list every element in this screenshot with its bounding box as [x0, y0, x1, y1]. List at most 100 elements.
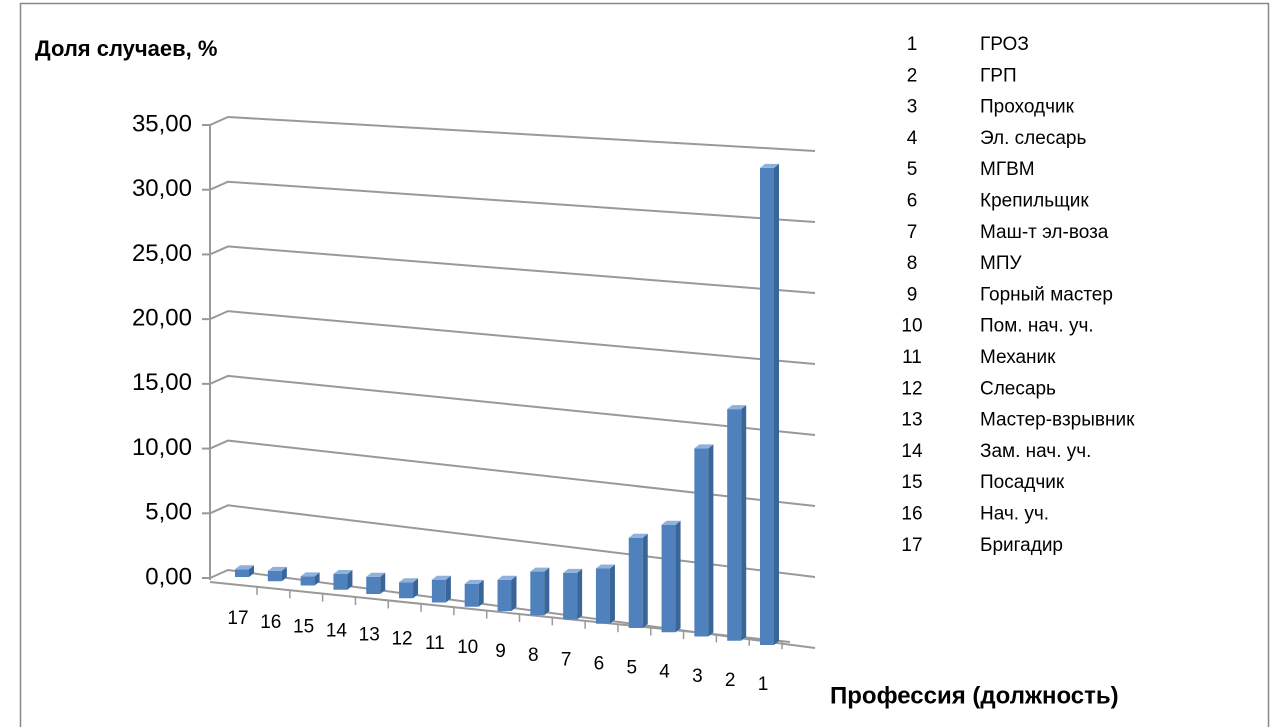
bar-side: [577, 568, 583, 620]
bar-side: [347, 569, 353, 590]
bar: [497, 575, 517, 611]
bar-side: [642, 533, 648, 628]
bar: [595, 564, 615, 624]
x-tick-label: 13: [359, 625, 380, 646]
bar-top: [694, 444, 714, 449]
bar-side: [445, 575, 451, 603]
legend-key: 1: [907, 34, 918, 55]
grid-line: [209, 245, 816, 294]
y-tick-label: 20,00: [132, 304, 192, 331]
bar: [694, 444, 714, 637]
bar-front: [366, 576, 381, 594]
x-tick-label: 15: [293, 616, 314, 637]
bar-top: [366, 572, 386, 577]
bar-side: [511, 575, 517, 611]
legend-key: 5: [907, 159, 918, 180]
legend-label: Механик: [980, 347, 1056, 368]
bar-front: [530, 571, 545, 616]
x-tick-label: 3: [692, 666, 703, 687]
legend-key: 10: [901, 316, 922, 337]
bar-side: [413, 578, 419, 599]
legend-key: 16: [901, 504, 922, 525]
x-axis: [209, 581, 791, 643]
legend-label: Слесарь: [980, 378, 1056, 399]
bar-front: [431, 579, 446, 603]
y-tick-label: 25,00: [132, 240, 192, 267]
legend-key: 14: [901, 441, 923, 462]
bar-top: [628, 533, 648, 538]
bar-top: [267, 566, 287, 571]
x-tick-label: 14: [326, 620, 348, 641]
bar: [366, 572, 386, 594]
bar-front: [267, 570, 282, 582]
bar-top: [300, 572, 320, 577]
bar-front: [563, 572, 578, 620]
y-tick-label: 10,00: [132, 434, 192, 461]
bar-side: [675, 520, 681, 633]
legend-label: Нач. уч.: [980, 504, 1049, 525]
legend-label: Крепильщик: [980, 191, 1089, 212]
x-tick-label: 9: [495, 641, 506, 662]
bar-side: [281, 566, 287, 582]
x-tick-label: 10: [457, 637, 478, 658]
grid-line: [209, 310, 816, 365]
bar-front: [628, 537, 643, 628]
bar-front: [760, 167, 774, 645]
legend-label: Бригадир: [980, 535, 1063, 556]
grid-line: [209, 374, 816, 436]
bar-side: [609, 564, 615, 624]
bar: [300, 572, 320, 586]
bar-front: [661, 524, 676, 633]
bar-top: [727, 405, 747, 410]
legend-key: 3: [907, 97, 918, 118]
y-tick-label: 0,00: [145, 563, 192, 590]
x-tick-label: 5: [626, 658, 637, 679]
legend-key: 12: [901, 378, 922, 399]
bar-side: [708, 444, 714, 637]
x-tick-label: 17: [227, 608, 248, 629]
grid-line: [209, 115, 816, 152]
bar-top: [235, 565, 254, 570]
bar: [333, 569, 353, 590]
bar-side: [741, 405, 747, 641]
bar: [431, 575, 451, 603]
legend-key: 2: [907, 65, 918, 86]
bar-top: [760, 163, 779, 168]
bar-front: [399, 582, 414, 599]
bar-front: [300, 576, 315, 586]
bar: [267, 566, 287, 582]
x-tick-label: 6: [594, 653, 605, 674]
bar-side: [544, 567, 550, 616]
bar-side: [314, 572, 320, 586]
legend-key: 7: [907, 222, 918, 243]
bar: [727, 405, 747, 641]
legend-label: Горный мастер: [980, 284, 1113, 305]
y-tick-label: 5,00: [145, 499, 192, 526]
bar-side: [249, 565, 254, 577]
bar: [563, 568, 583, 620]
legend-label: Пом. нач. уч.: [980, 316, 1094, 337]
bar-front: [694, 448, 709, 637]
bar-top: [399, 578, 419, 583]
chart-title: Доля случаев, %: [35, 36, 217, 61]
legend-label: МГВМ: [980, 159, 1035, 180]
legend-key: 4: [907, 128, 918, 149]
x-tick-label: 8: [528, 645, 539, 666]
legend-key: 17: [901, 535, 922, 556]
legend-label: Посадчик: [980, 472, 1065, 493]
y-tick-label: 15,00: [132, 369, 192, 396]
bar: [399, 578, 419, 599]
x-tick-label: 12: [391, 629, 412, 650]
legend-label: ГРОЗ: [980, 34, 1029, 55]
bar-top: [563, 568, 583, 573]
bar-side: [380, 572, 386, 594]
bar-top: [431, 575, 451, 580]
y-tick-label: 35,00: [132, 110, 192, 137]
x-tick-label: 16: [260, 612, 281, 633]
bar-top: [333, 569, 353, 574]
bar-top: [497, 575, 517, 580]
legend-key: 6: [907, 191, 918, 212]
bar-top: [595, 564, 615, 569]
bar-front: [727, 409, 742, 641]
